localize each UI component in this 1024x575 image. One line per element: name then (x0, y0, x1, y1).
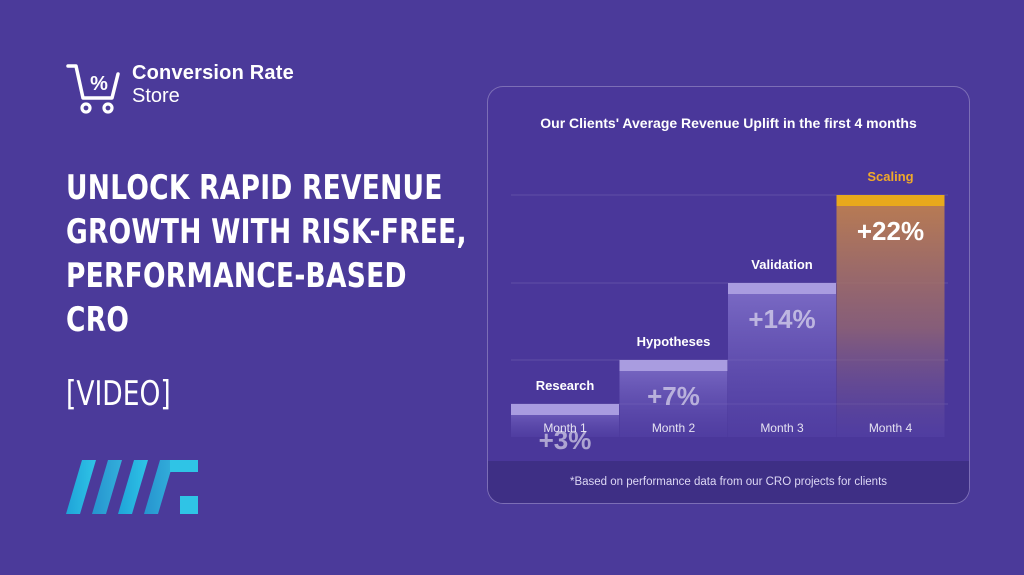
chart-card: Our Clients' Average Revenue Uplift in t… (487, 86, 970, 504)
stage-label: Hypotheses (637, 334, 711, 349)
stage-label: Validation (751, 257, 812, 272)
bar-value-label: +7% (647, 381, 700, 411)
striped-logo-mark-icon (66, 460, 198, 514)
x-tick-label: Month 2 (652, 421, 696, 435)
bar-cap (511, 404, 619, 415)
x-tick-label: Month 3 (760, 421, 804, 435)
video-tag: [VIDEO] (66, 374, 171, 414)
bar (728, 283, 836, 437)
bar (619, 360, 728, 437)
bar-cap (619, 360, 728, 371)
brand-name-line1: Conversion Rate (132, 62, 294, 84)
bar (836, 195, 945, 437)
headline-line: UNLOCK RAPID REVENUE (66, 168, 443, 208)
bar-value-label: +22% (857, 216, 924, 246)
svg-text:%: % (90, 73, 108, 95)
bar-value-label: +14% (748, 304, 815, 334)
x-tick-label: Month 4 (869, 421, 913, 435)
headline-line: CRO (66, 300, 130, 340)
brand-name-line2: Store (132, 85, 180, 107)
headline-line: GROWTH WITH RISK-FREE, (66, 212, 467, 252)
x-tick-label: Month 1 (543, 421, 587, 435)
stage-label: Research (536, 378, 595, 393)
stage-label: Scaling (867, 169, 913, 184)
percent-cart-icon: % (66, 64, 120, 114)
brand-logo: % Conversion Rate Store (66, 62, 294, 116)
chart-footnote: *Based on performance data from our CRO … (488, 461, 969, 503)
bar-cap (836, 195, 945, 206)
bar-cap (728, 283, 836, 294)
chart-title: Our Clients' Average Revenue Uplift in t… (540, 115, 917, 131)
bar-chart: +3% Research Month 1 +7% Hypotheses Month 2 +1… (511, 169, 948, 455)
headline: UNLOCK RAPID REVENUE GROWTH WITH RISK-FR… (66, 166, 472, 342)
bar-value-label: +3% (539, 425, 592, 455)
headline-line: PERFORMANCE-BASED (66, 256, 407, 296)
